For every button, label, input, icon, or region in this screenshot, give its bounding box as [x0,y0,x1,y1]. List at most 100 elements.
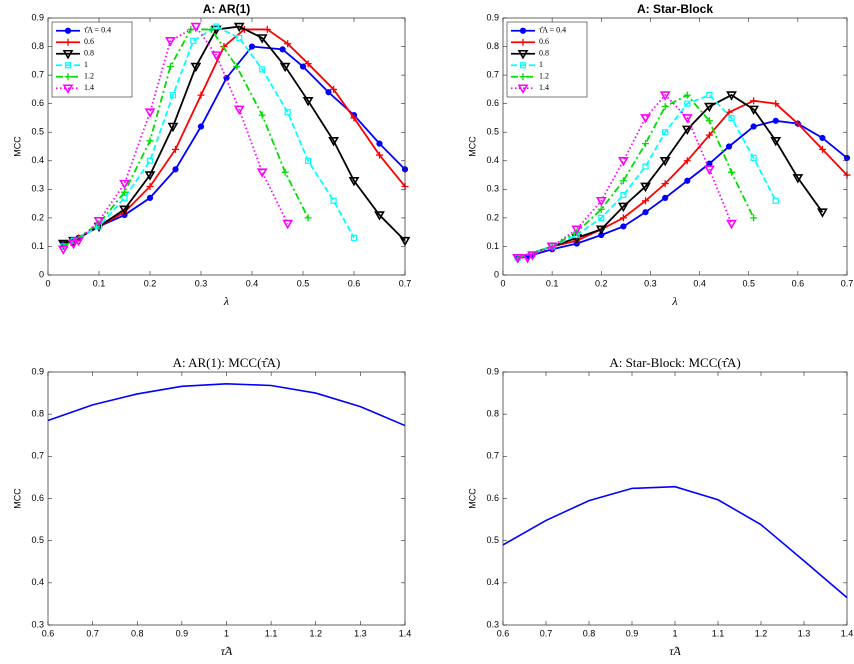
marker [597,205,605,213]
x-tick-label: 0.1 [546,278,559,288]
y-tick-label: 0.7 [486,451,499,461]
marker [376,151,383,159]
marker [68,239,79,250]
marker [772,100,780,108]
y-tick-label: 0.8 [31,409,44,419]
marker [146,182,154,190]
marker [119,205,130,215]
x-tick-label: 0.1 [93,278,106,288]
marker [659,156,671,167]
legend-label: 1.4 [539,83,549,92]
marker [522,254,533,264]
y-tick-label: 0.6 [486,98,499,108]
marker [704,102,715,113]
y-tick-label: 0.5 [31,127,44,137]
marker [546,242,558,253]
marker [662,194,669,201]
marker [618,156,629,167]
marker [121,188,128,196]
legend-marker [64,62,72,69]
marker [750,214,758,222]
axes-box [502,371,848,626]
x-tick-label: 0.2 [595,278,608,288]
marker [328,136,339,147]
marker [705,117,713,125]
marker [681,114,693,124]
x-tick-label: 0.8 [583,628,596,638]
axes-box [47,17,406,276]
legend-marker [64,38,72,46]
x-tick-label: 0.7 [399,278,412,288]
marker [57,245,69,255]
marker [681,125,693,135]
y-tick-label: 0 [494,269,499,279]
chart-title: A: Star-Block: MCC(τ̂A) [609,355,740,370]
marker [281,168,289,176]
legend-label: τ̂A = 0.4 [539,26,566,35]
x-tick-label: 0.8 [131,628,144,638]
series-line [63,25,406,245]
marker [818,145,826,153]
x-tick-label: 0.4 [246,278,259,288]
x-tick-label: 0.9 [626,628,639,638]
marker [705,131,713,139]
x-tick-label: 0.9 [176,628,189,638]
marker [304,60,312,68]
marker [190,37,197,44]
chart-title: A: AR(1) [203,2,251,16]
chart-title: A: AR(1): MCC(τ̂A) [173,355,281,370]
marker [683,91,691,99]
y-tick-label: 0.6 [31,98,44,108]
marker [348,176,360,187]
marker [512,254,524,264]
y-tick-label: 0.7 [31,451,44,461]
marker [662,129,669,136]
x-tick-label: 1.4 [399,628,412,638]
marker [284,109,291,116]
y-tick-label: 0.2 [486,212,499,222]
x-tick-label: 0 [500,278,505,288]
marker [750,154,757,162]
marker [595,196,607,207]
marker [571,225,583,235]
y-tick-label: 0.7 [486,69,499,79]
y-tick-label: 0.4 [31,155,44,165]
y-axis-label: MCC [467,488,477,509]
legend-marker [519,27,527,34]
marker [172,166,179,173]
legend-marker [64,73,72,81]
marker [197,123,205,130]
marker [166,63,174,71]
x-tick-label: 0.3 [195,278,208,288]
marker [640,114,651,124]
marker [619,214,627,222]
y-tick-label: 0.9 [31,366,44,376]
marker [659,91,671,101]
marker [706,91,713,99]
marker [169,91,177,99]
x-tick-label: 0.7 [86,628,99,638]
x-axis-label: λ [671,294,677,308]
marker [279,62,291,73]
marker [233,63,241,71]
y-tick-label: 0.3 [31,619,44,629]
y-tick-label: 0.4 [31,577,44,587]
legend-label: 1 [539,60,543,69]
marker [210,51,222,61]
y-tick-label: 0.6 [31,493,44,503]
axes-background [503,372,847,625]
legend-label: 1.2 [539,72,549,81]
marker [256,34,268,44]
y-tick-label: 0.3 [31,184,44,194]
series-line [517,94,777,259]
y-tick-label: 0.4 [486,577,499,587]
y-tick-label: 0.6 [486,493,499,503]
y-tick-label: 0.9 [31,12,44,22]
marker [213,23,220,30]
y-axis-label: MCC [12,136,22,157]
marker [620,191,627,199]
legend-label: 0.6 [539,37,549,46]
marker [259,66,266,73]
marker [304,214,312,222]
marker [144,171,156,181]
